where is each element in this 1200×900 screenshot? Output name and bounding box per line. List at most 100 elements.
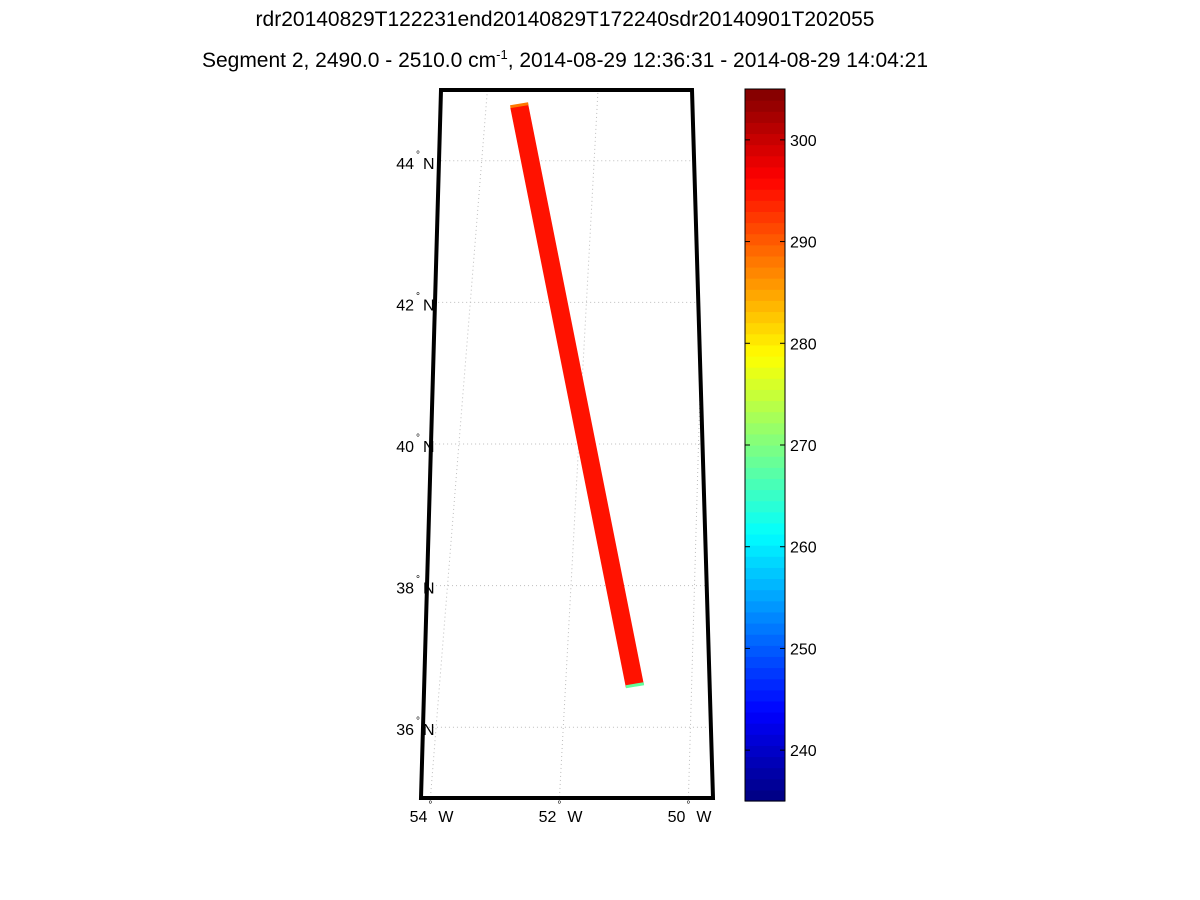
map-tick-labels: 44°N42°N40°N38°N36°N54°W 52°W 50°W (396, 150, 712, 826)
lat-tick-label: 42 (396, 297, 414, 314)
colorbar-segment (745, 467, 785, 479)
lat-tick-label: 36 (396, 722, 414, 739)
colorbar-tick-label: 300 (790, 133, 817, 150)
colorbar-segment (745, 311, 785, 324)
colorbar-segment (745, 478, 785, 491)
map-frame (418, 88, 716, 800)
lon-hemisphere-label: W (696, 809, 712, 826)
longitude-gridline (685, 90, 712, 798)
chart-title: rdr20140829T122231end20140829T172240sdr2… (255, 8, 875, 31)
degree-symbol: ° (416, 291, 420, 302)
colorbar-segment (745, 356, 785, 368)
colorbar-segment (745, 122, 785, 135)
lon-hemisphere-label: W (438, 809, 454, 826)
colorbar-tick-label: 260 (790, 540, 817, 557)
colorbar-segment (745, 511, 785, 524)
colorbar-segment (745, 100, 785, 112)
colorbar-segment (745, 378, 785, 390)
colorbar-segment (745, 778, 785, 791)
chart-subtitle: Segment 2, 2490.0 - 2510.0 cm-1, 2014-08… (0, 47, 1130, 73)
longitude-gridline (424, 90, 494, 798)
colorbar-segment (745, 111, 785, 123)
colorbar-segment (745, 244, 785, 257)
colorbar-segment (745, 767, 785, 780)
swath-edge-cool (625, 682, 645, 689)
lat-tick-label: 38 (396, 581, 414, 598)
colorbar-tick-label: 250 (790, 641, 817, 658)
colorbar-segment (745, 656, 785, 669)
colorbar-tick-label: 290 (790, 235, 817, 252)
colorbar-segment (745, 389, 785, 402)
subtitle-unit-exponent: -1 (496, 47, 508, 62)
lat-hemisphere-label: N (423, 722, 435, 739)
colorbar-segment (745, 89, 785, 101)
swath-edge-warm (510, 102, 529, 109)
lat-tick-label: 44 (396, 156, 414, 173)
colorbar-segment (745, 255, 785, 268)
degree-symbol: ° (557, 800, 561, 811)
colorbar-segment (745, 489, 785, 502)
colorbar-segment (745, 333, 785, 346)
swath-strip (510, 104, 644, 688)
colorbar-segment (745, 589, 785, 602)
degree-symbol: ° (428, 800, 432, 811)
lon-hemisphere-label: W (567, 809, 583, 826)
colorbar-segment (745, 178, 785, 190)
colorbar-segment (745, 623, 785, 635)
colorbar-segment (745, 166, 785, 179)
colorbar-segment (745, 756, 785, 769)
degree-symbol: ° (416, 575, 420, 586)
degree-symbol: ° (416, 716, 420, 727)
colorbar-segment (745, 789, 785, 802)
colorbar-segment (745, 400, 785, 413)
colorbar-segment (745, 289, 785, 301)
colorbar-segment (745, 133, 785, 146)
lat-tick-label: 40 (396, 439, 414, 456)
colorbar-tick-label: 280 (790, 336, 817, 353)
lat-hemisphere-label: N (423, 297, 435, 314)
colorbar-segment (745, 367, 785, 379)
degree-symbol: ° (416, 433, 420, 444)
colorbar-segment (745, 600, 785, 613)
colorbar-segment (745, 745, 785, 758)
colorbar-segment (745, 700, 785, 713)
colorbar-segment (745, 144, 785, 157)
colorbar-segment (745, 344, 785, 357)
colorbar: 300 290 280 270 260 250 240 (744, 88, 817, 802)
colorbar-segment (745, 300, 785, 313)
colorbar-segment (745, 211, 785, 224)
colorbar-segment (745, 689, 785, 702)
colorbar-segment (745, 189, 785, 201)
colorbar-segment (745, 678, 785, 691)
subtitle-time-range: , 2014-08-29 12:36:31 - 2014-08-29 14:04… (507, 49, 929, 72)
colorbar-segment (745, 422, 785, 435)
colorbar-segment (745, 567, 785, 580)
colorbar-segment (745, 278, 785, 290)
lon-tick-label: 54 (410, 809, 428, 826)
colorbar-segment (745, 433, 785, 446)
colorbar-segment (745, 611, 785, 624)
lon-tick-label: 50 (668, 809, 686, 826)
colorbar-segment (745, 411, 785, 424)
colorbar-segment (745, 545, 785, 557)
colorbar-segment (745, 222, 785, 235)
colorbar-segment (745, 200, 785, 212)
colorbar-segment (745, 233, 785, 246)
colorbar-segment (745, 322, 785, 335)
lat-hemisphere-label: N (423, 156, 435, 173)
colorbar-segment (745, 522, 785, 535)
colorbar-segment (745, 712, 785, 724)
lat-hemisphere-label: N (423, 439, 435, 456)
colorbar-segment (745, 667, 785, 680)
colorbar-segment (745, 500, 785, 513)
colorbar-segment (745, 723, 785, 735)
subtitle-segment: Segment 2, 2490.0 - 2510.0 cm (201, 49, 497, 72)
colorbar-tick-label: 270 (790, 438, 817, 455)
colorbar-segment (745, 456, 785, 468)
colorbar-segment (745, 556, 785, 568)
lat-hemisphere-label: N (423, 581, 435, 598)
colorbar-segment (745, 645, 785, 657)
degree-symbol: ° (686, 800, 690, 811)
colorbar-tick-label: 240 (790, 743, 817, 760)
